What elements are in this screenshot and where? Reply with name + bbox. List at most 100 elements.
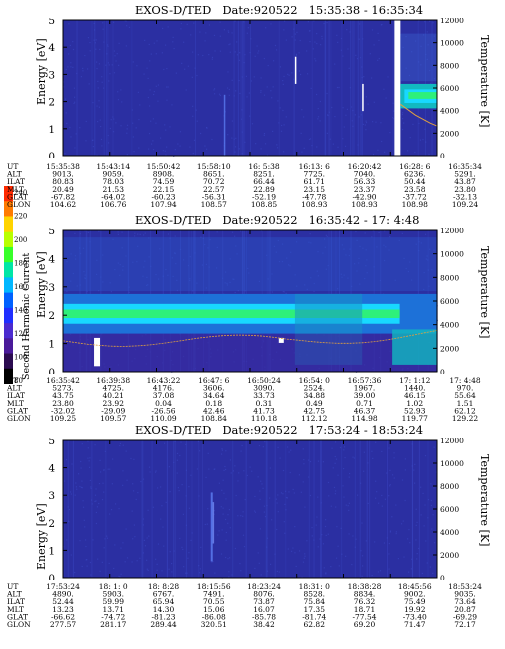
noise-pixel bbox=[156, 40, 158, 42]
noise-pixel bbox=[244, 141, 246, 143]
colorbar-swatch bbox=[4, 323, 13, 339]
noise-pixel bbox=[73, 102, 75, 105]
noise-pixel bbox=[156, 487, 159, 489]
noise-pixel bbox=[278, 261, 281, 263]
noise-pixel bbox=[288, 74, 290, 76]
noise-pixel bbox=[109, 468, 111, 470]
noise-pixel bbox=[333, 486, 336, 489]
noise-pixel bbox=[144, 260, 146, 262]
noise-pixel bbox=[317, 116, 320, 118]
noise-pixel bbox=[263, 134, 265, 136]
ephemeris-value: 33.73 bbox=[253, 391, 275, 400]
noise-pixel bbox=[137, 492, 139, 494]
noise-pixel bbox=[249, 51, 251, 54]
ephemeris-row-label: GLON bbox=[7, 414, 31, 423]
noise-pixel bbox=[163, 442, 166, 444]
vertical-streak bbox=[237, 20, 239, 156]
noise-pixel bbox=[378, 502, 380, 504]
noise-pixel bbox=[114, 544, 116, 546]
noise-pixel bbox=[211, 561, 213, 563]
noise-pixel bbox=[345, 254, 347, 256]
noise-pixel bbox=[198, 572, 201, 574]
ephemeris-value: 129.22 bbox=[452, 414, 478, 423]
colorbar-swatch bbox=[4, 338, 13, 355]
noise-pixel bbox=[278, 122, 280, 124]
noise-pixel bbox=[309, 40, 311, 43]
noise-pixel bbox=[378, 39, 380, 42]
noise-pixel bbox=[143, 539, 146, 542]
noise-pixel bbox=[430, 499, 432, 502]
noise-pixel bbox=[245, 75, 248, 77]
noise-pixel bbox=[360, 550, 362, 552]
noise-pixel bbox=[74, 101, 76, 103]
noise-pixel bbox=[241, 76, 243, 78]
noise-pixel bbox=[72, 272, 74, 275]
noise-pixel bbox=[161, 570, 163, 572]
y2-tick-label: 2000 bbox=[440, 129, 459, 138]
noise-pixel bbox=[254, 55, 256, 57]
ephemeris-row-label: GLAT bbox=[7, 612, 28, 621]
noise-pixel bbox=[253, 76, 255, 78]
ephemeris-value: 70.72 bbox=[203, 177, 225, 186]
noise-pixel bbox=[96, 67, 98, 70]
ephemeris-value: 0.31 bbox=[256, 399, 273, 408]
noise-pixel bbox=[280, 492, 283, 494]
noise-pixel bbox=[199, 568, 201, 570]
noise-pixel bbox=[299, 73, 302, 76]
y-tick-label: 1 bbox=[48, 124, 55, 136]
noise-pixel bbox=[99, 570, 101, 572]
noise-pixel bbox=[162, 526, 164, 528]
noise-pixel bbox=[183, 566, 185, 568]
noise-pixel bbox=[263, 505, 266, 507]
noise-pixel bbox=[391, 516, 393, 518]
noise-pixel bbox=[148, 256, 150, 258]
noise-pixel bbox=[192, 290, 194, 292]
noise-pixel bbox=[292, 488, 294, 491]
noise-pixel bbox=[120, 573, 122, 575]
vertical-streak bbox=[103, 20, 105, 156]
noise-pixel bbox=[76, 72, 78, 75]
noise-pixel bbox=[257, 476, 259, 478]
y2-tick-label: 12000 bbox=[440, 18, 464, 25]
noise-pixel bbox=[308, 476, 310, 478]
panel-3-ylabel: Energy [eV] bbox=[35, 503, 48, 570]
noise-pixel bbox=[391, 474, 394, 476]
noise-pixel bbox=[424, 504, 426, 506]
noise-pixel bbox=[418, 20, 420, 22]
noise-pixel bbox=[322, 252, 324, 254]
noise-pixel bbox=[361, 522, 363, 524]
noise-pixel bbox=[387, 76, 389, 78]
bright-streak bbox=[223, 94, 226, 156]
noise-pixel bbox=[225, 539, 227, 541]
noise-pixel bbox=[96, 259, 98, 261]
noise-pixel bbox=[294, 274, 296, 276]
noise-pixel bbox=[224, 465, 226, 468]
noise-pixel bbox=[148, 237, 150, 239]
noise-pixel bbox=[133, 524, 136, 526]
noise-pixel bbox=[122, 444, 124, 446]
ephemeris-value: 3606. bbox=[203, 384, 224, 393]
ephemeris-value: 43.87 bbox=[454, 177, 476, 186]
noise-pixel bbox=[311, 535, 313, 537]
noise-pixel bbox=[430, 504, 433, 507]
noise-pixel bbox=[228, 508, 231, 511]
noise-pixel bbox=[384, 259, 386, 262]
noise-pixel bbox=[207, 508, 209, 510]
noise-pixel bbox=[221, 448, 223, 450]
ephemeris-value: 65.94 bbox=[153, 597, 175, 606]
noise-pixel bbox=[254, 511, 257, 513]
noise-pixel bbox=[388, 542, 390, 545]
noise-pixel bbox=[397, 557, 400, 560]
noise-pixel bbox=[70, 136, 72, 138]
noise-pixel bbox=[241, 153, 243, 155]
noise-pixel bbox=[117, 231, 119, 233]
noise-pixel bbox=[106, 535, 108, 537]
noise-pixel bbox=[290, 251, 292, 253]
ephemeris-value: 108.57 bbox=[201, 200, 227, 209]
noise-pixel bbox=[286, 446, 289, 448]
noise-pixel bbox=[285, 116, 287, 118]
noise-pixel bbox=[119, 576, 121, 578]
ephemeris-value: -47.78 bbox=[302, 192, 326, 201]
noise-pixel bbox=[128, 286, 130, 288]
noise-pixel bbox=[343, 274, 345, 276]
